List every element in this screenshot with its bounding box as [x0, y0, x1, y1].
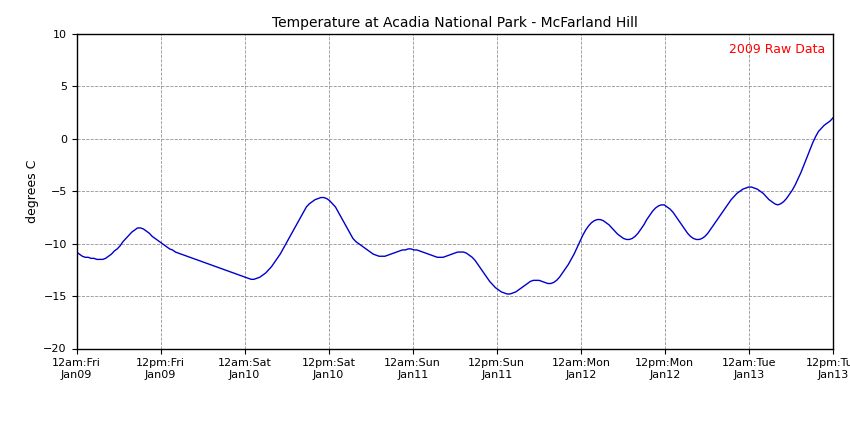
Text: 2009 Raw Data: 2009 Raw Data	[729, 43, 825, 57]
Title: Temperature at Acadia National Park - McFarland Hill: Temperature at Acadia National Park - Mc…	[272, 16, 638, 30]
Y-axis label: degrees C: degrees C	[26, 159, 39, 223]
